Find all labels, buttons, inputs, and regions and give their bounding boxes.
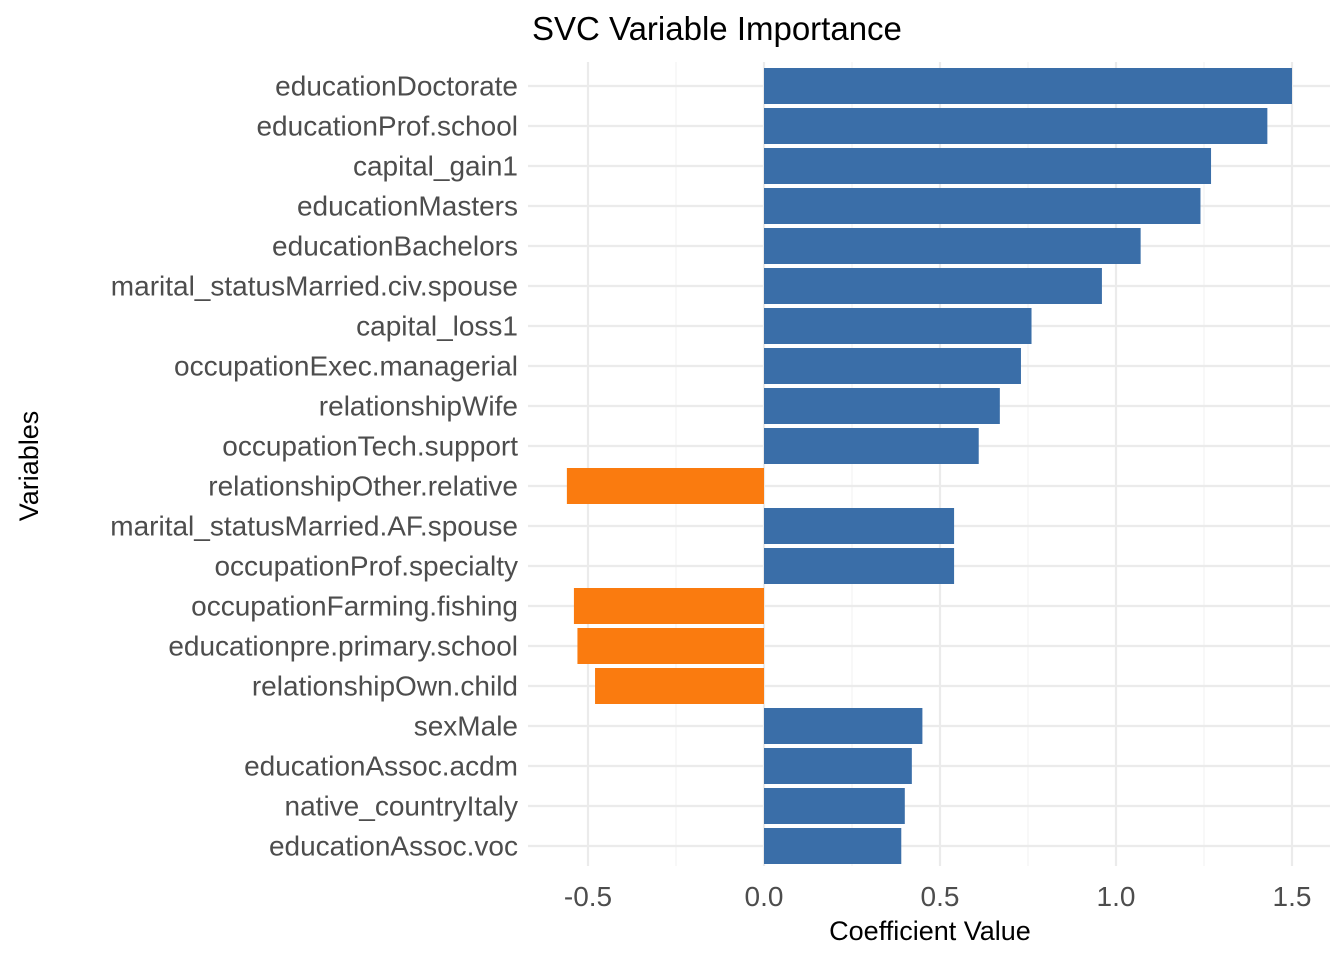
bar [566, 468, 764, 504]
category-label: capital_gain1 [353, 151, 518, 182]
bar [764, 788, 905, 824]
x-axis-title: Coefficient Value [829, 916, 1031, 946]
bar [764, 188, 1201, 224]
bar [577, 628, 764, 664]
bar [764, 428, 979, 464]
bar [764, 508, 955, 544]
x-tick-label: 0.5 [921, 881, 960, 912]
bar [573, 588, 764, 624]
bars [566, 68, 1292, 864]
category-label: relationshipOwn.child [252, 671, 518, 702]
category-label: marital_statusMarried.civ.spouse [111, 271, 518, 302]
category-label: relationshipOther.relative [208, 471, 518, 502]
x-tick-label: 1.0 [1097, 881, 1136, 912]
category-label: marital_statusMarried.AF.spouse [110, 511, 518, 542]
x-tick-labels: -0.5 0.0 0.5 1.0 1.5 [564, 881, 1312, 912]
category-label: educationMasters [297, 191, 518, 222]
bar [764, 708, 923, 744]
category-label: occupationTech.support [222, 431, 518, 462]
category-labels: educationDoctorate educationProf.school ca… [110, 71, 518, 862]
category-label: educationBachelors [272, 231, 518, 262]
bar [764, 268, 1102, 304]
category-label: native_countryItaly [285, 791, 518, 822]
category-label: educationAssoc.acdm [244, 751, 518, 782]
y-axis-title: Variables [14, 411, 44, 522]
bar [764, 228, 1141, 264]
chart-title: SVC Variable Importance [532, 10, 902, 47]
bar [764, 748, 912, 784]
bar [764, 828, 902, 864]
bar [764, 548, 955, 584]
category-label: occupationProf.specialty [214, 551, 518, 582]
bar [764, 388, 1000, 424]
category-label: capital_loss1 [356, 311, 518, 342]
category-label: educationAssoc.voc [269, 831, 518, 862]
bar [764, 68, 1292, 104]
category-label: educationDoctorate [275, 71, 518, 102]
bar [764, 108, 1268, 144]
category-label: relationshipWife [319, 391, 518, 422]
category-label: educationProf.school [256, 111, 518, 142]
x-tick-label: 0.0 [745, 881, 784, 912]
category-label: occupationExec.managerial [174, 351, 518, 382]
bar [764, 348, 1021, 384]
bar [764, 148, 1212, 184]
bar [595, 668, 764, 704]
x-tick-label: -0.5 [564, 881, 612, 912]
category-label: educationpre.primary.school [168, 631, 518, 662]
x-tick-label: 1.5 [1273, 881, 1312, 912]
bar [764, 308, 1032, 344]
category-label: sexMale [414, 711, 518, 742]
category-label: occupationFarming.fishing [191, 591, 518, 622]
